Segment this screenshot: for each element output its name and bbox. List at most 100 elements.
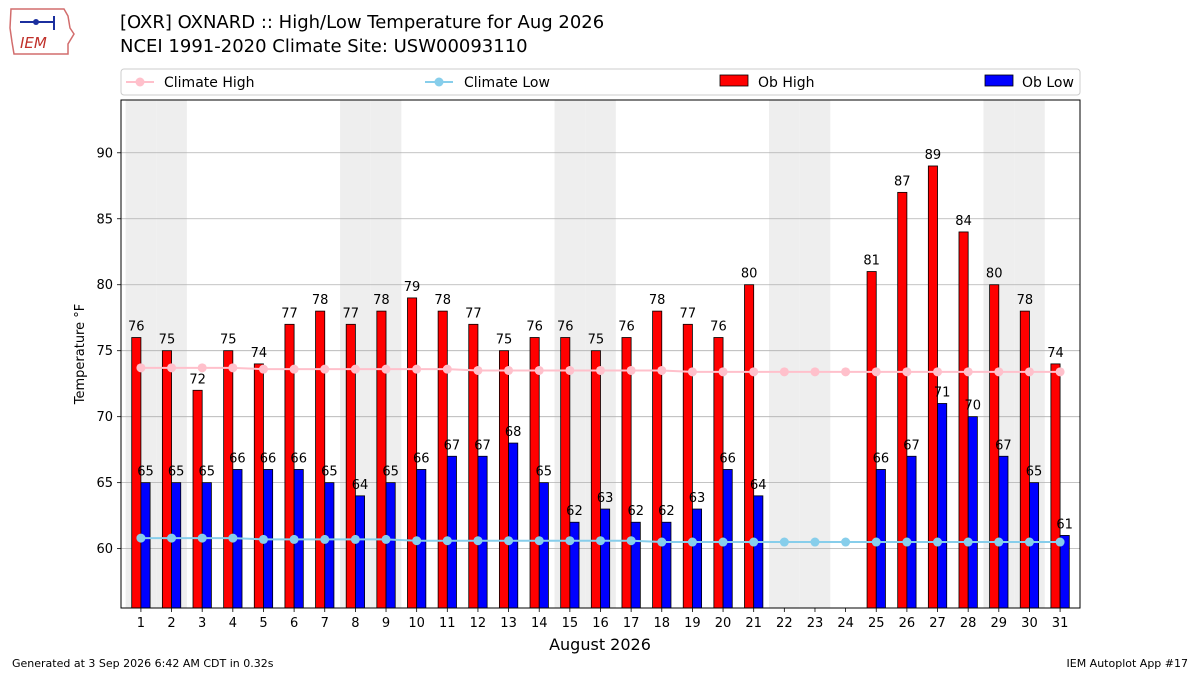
climate-high-point xyxy=(810,367,820,377)
climate-low-point xyxy=(749,537,759,547)
x-tick-label: 17 xyxy=(623,616,640,631)
ob-high-bar xyxy=(621,337,632,609)
climate-low-point xyxy=(381,534,391,544)
climate-high-point xyxy=(473,365,483,375)
ob-low-bar xyxy=(906,455,917,609)
weekend-band xyxy=(799,100,831,608)
climate-low-point xyxy=(473,536,483,546)
climate-low-point xyxy=(779,537,789,547)
x-tick-label: 11 xyxy=(439,616,456,631)
x-tick-label: 23 xyxy=(807,616,824,631)
climate-high-point xyxy=(841,367,851,377)
ob-low-bar xyxy=(201,482,212,609)
ob-high-label: 78 xyxy=(649,293,666,308)
climate-low-point xyxy=(718,537,728,547)
climate-high-point xyxy=(320,364,330,374)
ob-high-label: 87 xyxy=(894,174,911,189)
ob-low-bar xyxy=(446,455,457,609)
ob-high-bar xyxy=(376,310,387,609)
ob-low-bar xyxy=(324,482,335,609)
legend-climate-high-label: Climate High xyxy=(164,75,255,91)
ob-high-bar xyxy=(315,310,326,609)
x-tick-label: 12 xyxy=(470,616,487,631)
ob-low-label: 67 xyxy=(444,438,461,453)
ob-high-label: 78 xyxy=(434,293,451,308)
x-axis-label: August 2026 xyxy=(549,635,651,654)
ob-high-bar xyxy=(682,323,693,609)
ob-low-label: 63 xyxy=(597,491,614,506)
ob-high-bar xyxy=(652,310,663,609)
climate-high-point xyxy=(565,365,575,375)
ob-low-bar xyxy=(538,482,549,609)
climate-high-point xyxy=(412,364,422,374)
climate-low-point xyxy=(197,533,207,543)
y-tick-label: 75 xyxy=(96,344,113,359)
ob-high-label: 76 xyxy=(128,320,145,335)
ob-low-bar xyxy=(171,482,182,609)
x-tick-label: 30 xyxy=(1021,616,1038,631)
ob-low-label: 66 xyxy=(260,451,277,466)
x-tick-label: 5 xyxy=(259,616,267,631)
climate-high-point xyxy=(258,364,268,374)
app-footer: IEM Autoplot App #17 xyxy=(1066,657,1189,670)
y-tick-label: 65 xyxy=(96,476,113,491)
x-tick-label: 10 xyxy=(408,616,425,631)
y-tick-label: 60 xyxy=(96,542,113,557)
x-tick-label: 26 xyxy=(899,616,916,631)
logo-text: IEM xyxy=(20,34,47,52)
ob-low-label: 66 xyxy=(229,451,246,466)
ob-high-label: 78 xyxy=(1017,293,1034,308)
ob-low-label: 65 xyxy=(168,465,185,480)
ob-low-label: 68 xyxy=(505,425,522,440)
ob-high-label: 76 xyxy=(710,320,727,335)
ob-high-bar xyxy=(1050,363,1061,609)
ob-low-bar xyxy=(630,521,641,609)
climate-low-point xyxy=(933,537,943,547)
x-tick-label: 19 xyxy=(684,616,701,631)
iem-logo: IEM xyxy=(9,8,75,55)
x-tick-label: 7 xyxy=(321,616,329,631)
ob-high-label: 79 xyxy=(404,280,421,295)
climate-high-point xyxy=(289,364,299,374)
climate-high-point xyxy=(933,367,943,377)
ob-low-bar xyxy=(385,482,396,609)
climate-high-point xyxy=(167,363,177,373)
ob-high-label: 80 xyxy=(986,267,1003,282)
ob-low-label: 67 xyxy=(903,438,920,453)
x-tick-label: 28 xyxy=(960,616,977,631)
climate-low-point xyxy=(841,537,851,547)
ob-high-label: 72 xyxy=(189,372,206,387)
ob-high-bar xyxy=(498,350,509,609)
x-tick-label: 27 xyxy=(929,616,946,631)
y-tick-label: 90 xyxy=(96,146,113,161)
climate-high-point xyxy=(442,364,452,374)
ob-high-bar xyxy=(192,389,203,609)
x-tick-label: 14 xyxy=(531,616,548,631)
ob-high-label: 78 xyxy=(373,293,390,308)
ob-high-bar xyxy=(560,337,571,609)
climate-low-point xyxy=(810,537,820,547)
ob-low-label: 61 xyxy=(1056,517,1073,532)
climate-low-point xyxy=(534,536,544,546)
ob-low-label: 65 xyxy=(1026,465,1043,480)
ob-high-label: 77 xyxy=(680,306,697,321)
chart-title: [OXR] OXNARD :: High/Low Temperature for… xyxy=(120,12,605,33)
climate-high-point xyxy=(657,365,667,375)
climate-high-point xyxy=(534,365,544,375)
climate-high-point xyxy=(1055,367,1065,377)
climate-high-point xyxy=(504,365,514,375)
ob-low-label: 65 xyxy=(321,465,338,480)
ob-low-label: 70 xyxy=(964,399,981,414)
ob-high-label: 78 xyxy=(312,293,329,308)
legend-ob-high-label: Ob High xyxy=(758,75,815,91)
climate-low-point xyxy=(136,533,146,543)
climate-high-point xyxy=(902,367,912,377)
climate-low-point xyxy=(167,533,177,543)
ob-low-bar xyxy=(753,495,764,609)
ob-high-bar xyxy=(223,350,234,609)
climate-high-point xyxy=(381,364,391,374)
ob-high-bar xyxy=(713,337,724,609)
ob-high-bar xyxy=(437,310,448,609)
ob-high-label: 74 xyxy=(251,346,268,361)
climate-high-point xyxy=(626,365,636,375)
